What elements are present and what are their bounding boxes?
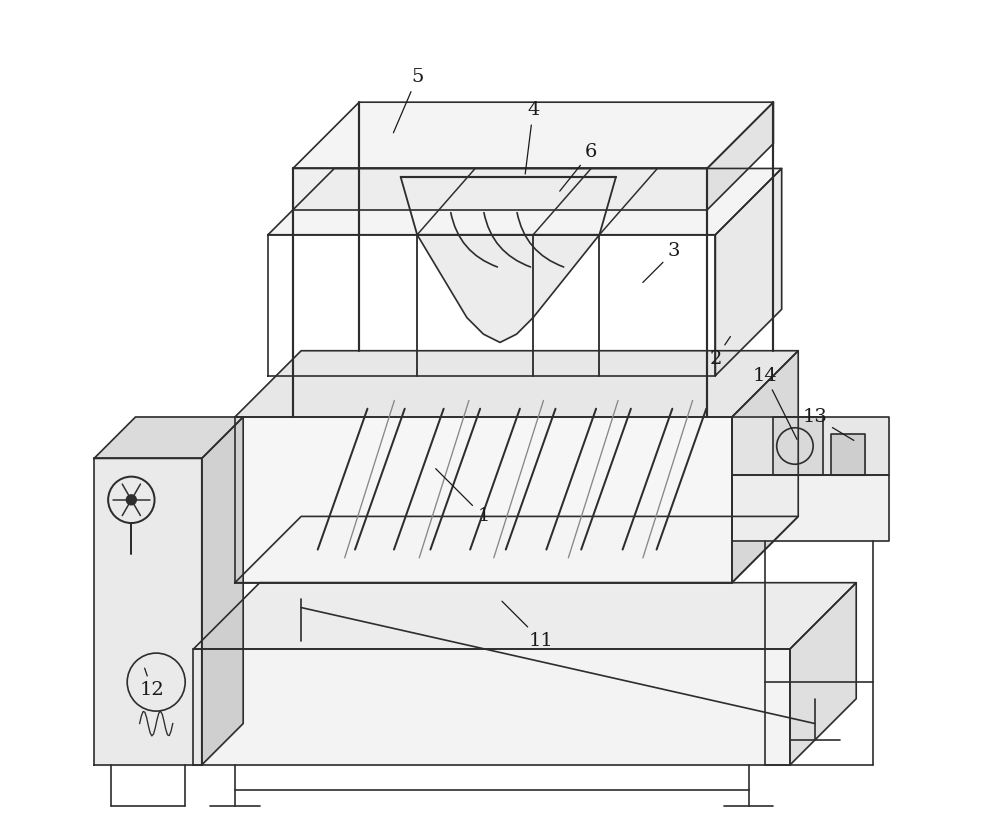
Text: 11: 11 — [502, 601, 554, 650]
Text: 2: 2 — [709, 336, 730, 368]
Text: 14: 14 — [753, 367, 797, 440]
Polygon shape — [94, 417, 243, 459]
Polygon shape — [732, 417, 889, 475]
Polygon shape — [293, 168, 707, 210]
Polygon shape — [715, 168, 782, 375]
Text: 12: 12 — [140, 668, 164, 700]
Text: 3: 3 — [643, 243, 680, 283]
Polygon shape — [790, 583, 856, 765]
Polygon shape — [94, 459, 202, 765]
Text: 4: 4 — [525, 102, 539, 174]
Polygon shape — [268, 168, 782, 234]
Text: 6: 6 — [560, 143, 597, 191]
Polygon shape — [193, 583, 856, 649]
Polygon shape — [235, 516, 798, 583]
Polygon shape — [773, 417, 823, 475]
Circle shape — [126, 495, 136, 505]
Polygon shape — [293, 103, 773, 168]
Polygon shape — [732, 475, 889, 541]
Polygon shape — [707, 103, 773, 210]
Polygon shape — [235, 351, 798, 417]
Polygon shape — [417, 234, 599, 343]
Text: 1: 1 — [436, 469, 490, 525]
Polygon shape — [732, 351, 798, 583]
Polygon shape — [831, 434, 865, 475]
Text: 13: 13 — [802, 408, 854, 440]
Polygon shape — [202, 417, 243, 765]
Text: 5: 5 — [393, 68, 423, 133]
Polygon shape — [193, 649, 790, 765]
Polygon shape — [235, 417, 732, 583]
